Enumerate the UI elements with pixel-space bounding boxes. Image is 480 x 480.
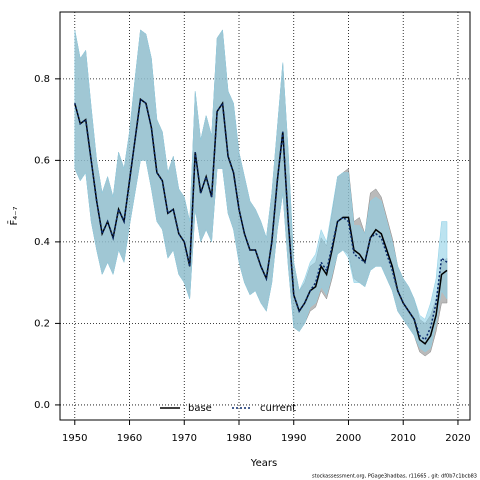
line xyxy=(74,97,448,341)
x-tick-label: 2020 xyxy=(445,433,470,444)
y-tick-label: 0.2 xyxy=(34,318,50,329)
x-axis-title: Years xyxy=(250,458,277,469)
y-tick-label: 0.6 xyxy=(34,155,50,166)
x-tick-label: 1970 xyxy=(172,433,197,444)
x-tick-label: 1960 xyxy=(117,433,142,444)
y-tick-label: 0.8 xyxy=(34,74,50,85)
x-tick-label: 2000 xyxy=(336,433,361,444)
y-axis-title: F̄₄₋₇ xyxy=(7,206,20,225)
footer: stockassessment.org, PGage3hadbas, r1166… xyxy=(312,474,477,480)
x-tick-label: 2010 xyxy=(390,433,415,444)
legend-label: current xyxy=(260,403,296,414)
y-tick-label: 0.4 xyxy=(34,237,50,248)
legend-label: base xyxy=(188,403,212,414)
confidence-band xyxy=(74,29,448,353)
y-tick-label: 0.0 xyxy=(34,400,50,411)
plot-frame xyxy=(59,11,471,421)
x-tick-label: 1950 xyxy=(62,433,87,444)
x-tick-label: 1990 xyxy=(281,433,306,444)
x-tick-label: 1980 xyxy=(226,433,251,444)
